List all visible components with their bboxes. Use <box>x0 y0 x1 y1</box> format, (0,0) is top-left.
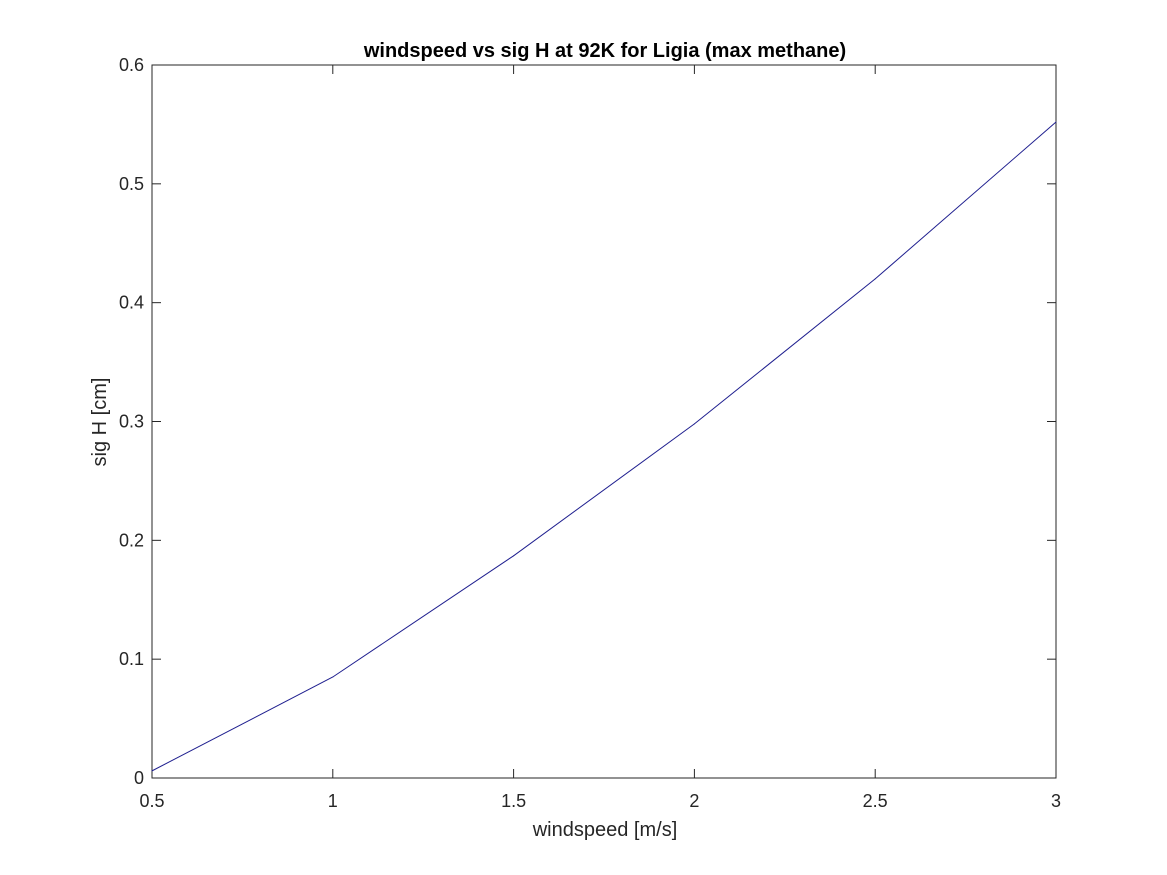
x-tick-label: 1.5 <box>501 791 526 811</box>
x-tick-label: 0.5 <box>139 791 164 811</box>
data-point <box>1055 121 1057 123</box>
x-axis-label: windspeed [m/s] <box>532 819 678 841</box>
x-tick-label: 3 <box>1051 791 1061 811</box>
y-axis-label: sig H [cm] <box>89 378 111 467</box>
y-tick-label: 0.1 <box>119 649 144 669</box>
y-tick-label: 0.2 <box>119 530 144 550</box>
data-point <box>332 676 334 678</box>
data-point <box>151 770 153 772</box>
y-tick-label: 0.3 <box>119 412 144 432</box>
y-tick-label: 0.6 <box>119 55 144 75</box>
plot-frame <box>151 64 1057 779</box>
y-tick-label: 0 <box>134 768 144 788</box>
y-tick-label: 0.5 <box>119 174 144 194</box>
data-point <box>874 278 876 280</box>
x-tick-label: 2 <box>689 791 699 811</box>
series-line <box>151 121 1057 772</box>
chart-title: windspeed vs sig H at 92K for Ligia (max… <box>363 40 846 62</box>
data-point <box>513 555 515 557</box>
data-point <box>693 423 695 425</box>
x-tick-label: 1 <box>328 791 338 811</box>
x-tick-label: 2.5 <box>863 791 888 811</box>
y-tick-label: 0.4 <box>119 293 144 313</box>
plot-area: 0.5 1 1.5 2 2.5 3 0 0.1 0.2 0.3 0.4 0.5 0.6 <box>119 55 1061 811</box>
